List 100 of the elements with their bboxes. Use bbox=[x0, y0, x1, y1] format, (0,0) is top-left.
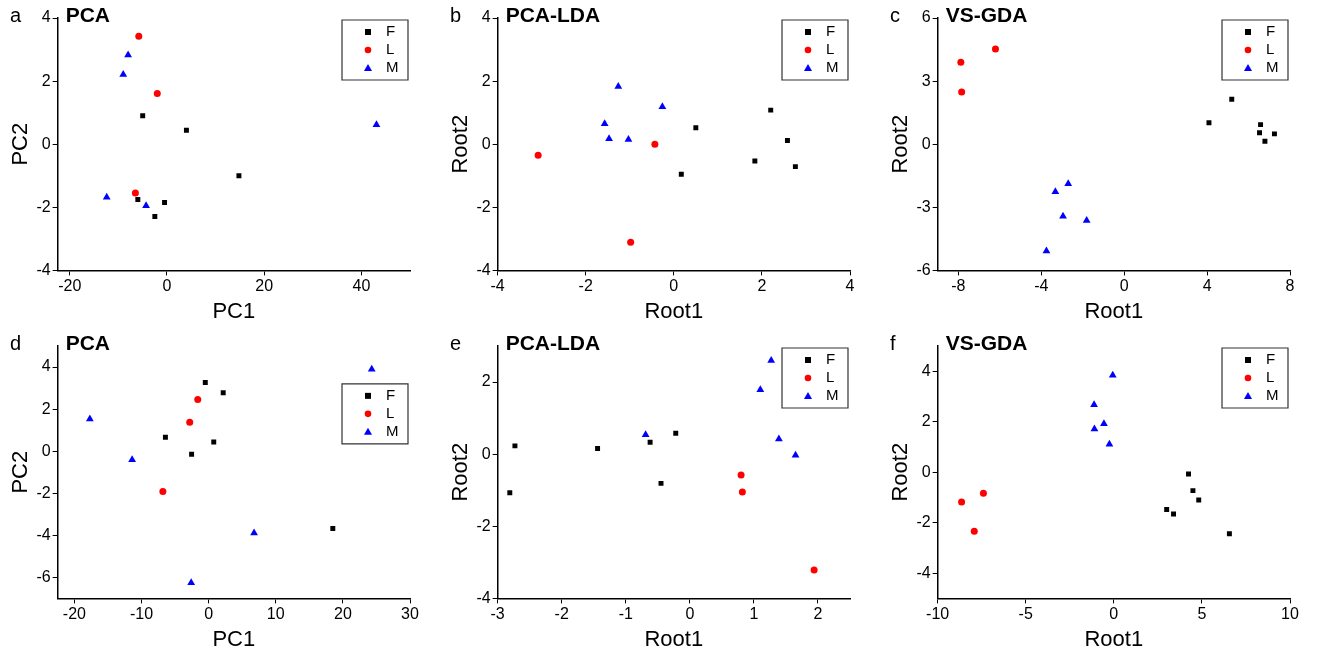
legend-label: F bbox=[386, 22, 396, 40]
y-tick-label: 2 bbox=[41, 71, 51, 89]
point bbox=[1100, 419, 1108, 426]
point bbox=[673, 430, 679, 436]
point bbox=[774, 434, 783, 442]
point bbox=[768, 107, 774, 113]
legend-label: M bbox=[1266, 58, 1279, 76]
y-tick-label: -2 bbox=[36, 483, 51, 501]
point bbox=[220, 390, 226, 396]
point bbox=[1064, 179, 1073, 186]
point bbox=[162, 200, 168, 206]
point bbox=[958, 88, 966, 96]
point bbox=[194, 395, 202, 403]
point bbox=[1271, 131, 1277, 137]
point bbox=[737, 471, 745, 479]
point bbox=[792, 164, 798, 170]
point bbox=[202, 380, 208, 386]
y-tick-label: -4 bbox=[36, 260, 51, 278]
y-tick-label: -3 bbox=[916, 197, 931, 215]
text: d bbox=[10, 332, 22, 355]
legend-label: L bbox=[826, 368, 835, 386]
y-tick-label: 4 bbox=[921, 361, 931, 379]
point bbox=[1164, 507, 1170, 513]
point bbox=[970, 527, 978, 535]
y-tick-label: -2 bbox=[916, 513, 931, 531]
point bbox=[507, 490, 513, 496]
point bbox=[85, 414, 94, 422]
x-tick-label: 0 bbox=[1109, 605, 1119, 623]
point bbox=[183, 127, 189, 133]
x-axis-title: Root1 bbox=[644, 625, 704, 651]
chart-title: PCA bbox=[65, 331, 110, 355]
legend-label: F bbox=[826, 350, 836, 368]
point bbox=[330, 526, 336, 532]
y-axis-title: PC2 bbox=[7, 450, 33, 494]
y-tick-label: 2 bbox=[481, 372, 491, 390]
point bbox=[1257, 130, 1263, 136]
point bbox=[372, 120, 381, 127]
point bbox=[1108, 370, 1117, 378]
point bbox=[1090, 424, 1099, 432]
y-tick-label: 0 bbox=[41, 134, 51, 152]
x-tick-label: 0 bbox=[685, 605, 695, 623]
point bbox=[189, 451, 195, 457]
x-tick-label: 2 bbox=[757, 277, 767, 295]
point bbox=[658, 102, 667, 109]
point bbox=[641, 430, 650, 437]
x-tick-label: 20 bbox=[333, 605, 352, 623]
chart-title: PCA-LDA bbox=[505, 3, 601, 27]
point bbox=[1051, 187, 1060, 194]
x-axis-title: PC1 bbox=[212, 625, 256, 651]
y-tick-label: -6 bbox=[36, 567, 51, 585]
point bbox=[647, 439, 653, 445]
point bbox=[693, 125, 699, 131]
legend-label: L bbox=[1266, 40, 1275, 58]
chart-title: PCA bbox=[65, 3, 110, 27]
y-tick-label: 2 bbox=[41, 399, 51, 417]
point bbox=[600, 119, 609, 126]
x-tick-label: 1 bbox=[749, 605, 759, 623]
chart-title: VS-GDA bbox=[945, 331, 1028, 355]
legend-label: M bbox=[826, 58, 839, 76]
y-tick-label: 6 bbox=[921, 8, 931, 26]
point bbox=[140, 113, 146, 119]
x-tick-label: -1 bbox=[618, 605, 633, 623]
point bbox=[1258, 122, 1264, 128]
legend-label: L bbox=[386, 404, 395, 421]
x-tick-label: -2 bbox=[578, 277, 593, 295]
x-tick-label: -8 bbox=[951, 277, 966, 295]
x-tick-label: 0 bbox=[204, 605, 214, 623]
point bbox=[784, 137, 790, 143]
text: f bbox=[890, 332, 896, 355]
point bbox=[1226, 531, 1232, 537]
point bbox=[756, 385, 765, 392]
y-tick-label: 0 bbox=[481, 444, 491, 462]
x-axis-title: Root1 bbox=[1084, 625, 1144, 651]
x-tick-label: -2 bbox=[554, 605, 569, 623]
point bbox=[187, 578, 196, 585]
legend-label: L bbox=[386, 40, 395, 58]
point bbox=[651, 140, 659, 148]
point bbox=[512, 443, 518, 449]
point bbox=[1206, 120, 1212, 126]
x-tick-label: 5 bbox=[1197, 605, 1207, 623]
point bbox=[1196, 497, 1202, 503]
point bbox=[1262, 138, 1268, 144]
x-tick-label: 4 bbox=[845, 277, 855, 295]
x-tick-label: 10 bbox=[1281, 605, 1299, 623]
y-tick-label: -4 bbox=[36, 525, 51, 543]
point bbox=[614, 81, 623, 89]
legend-label: M bbox=[826, 386, 839, 404]
point bbox=[250, 528, 258, 536]
legend-label: M bbox=[386, 58, 399, 76]
point bbox=[124, 50, 132, 58]
point bbox=[1171, 511, 1177, 517]
point bbox=[1186, 471, 1191, 477]
chart-title: VS-GDA bbox=[945, 3, 1028, 27]
point bbox=[957, 58, 965, 66]
y-tick-label: -4 bbox=[476, 588, 491, 606]
y-tick-label: 0 bbox=[41, 441, 51, 459]
point bbox=[1082, 216, 1091, 223]
y-axis-title: Root2 bbox=[887, 114, 913, 174]
point bbox=[738, 488, 746, 496]
point bbox=[991, 45, 999, 53]
